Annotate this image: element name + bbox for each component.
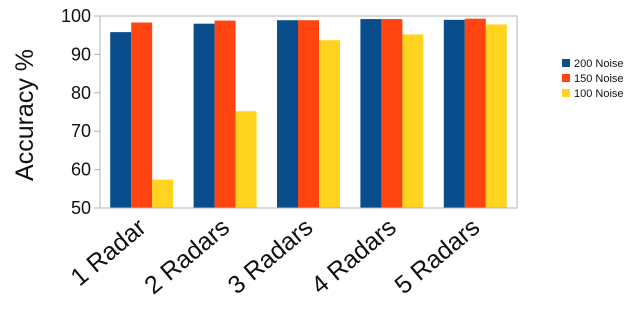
bar-200-noise-5 [443, 19, 465, 209]
y-axis-label: Accuracy % [11, 49, 39, 181]
legend-label: 100 Noise [574, 88, 624, 100]
bar-150-noise-4 [381, 19, 403, 208]
legend-swatch [562, 74, 570, 82]
legend-label: 200 Noise [574, 58, 624, 70]
legend-label: 150 Noise [574, 73, 624, 85]
bar-150-noise-1 [131, 22, 153, 208]
x-category-label: 2 Radars [139, 213, 235, 300]
y-tick-label: 60 [71, 160, 91, 180]
bar-150-noise-3 [298, 20, 319, 208]
bar-100-noise-5 [485, 24, 507, 209]
x-category-label: 3 Radars [223, 213, 319, 300]
x-category-label: 4 Radars [306, 213, 402, 300]
bar-150-noise-5 [464, 18, 486, 208]
plot-frame [99, 15, 518, 209]
bar-200-noise-1 [110, 32, 132, 209]
x-category-label: 5 Radars [389, 213, 485, 300]
y-tick-label: 90 [71, 44, 91, 64]
y-tick-label: 100 [61, 6, 91, 26]
y-tick-label: 50 [71, 198, 91, 218]
bar-100-noise-2 [235, 111, 257, 208]
x-category-label: 1 Radar [65, 213, 151, 292]
y-tick-label: 80 [71, 83, 91, 103]
bar-100-noise-1 [152, 179, 174, 208]
bar-100-noise-3 [319, 40, 340, 208]
bar-200-noise-4 [360, 19, 382, 208]
bar-200-noise-2 [193, 23, 215, 209]
bar-100-noise-4 [402, 34, 424, 208]
bar-150-noise-2 [214, 20, 236, 208]
bar-200-noise-3 [277, 20, 298, 208]
legend-swatch [562, 59, 570, 67]
y-tick-label: 70 [71, 121, 91, 141]
legend-swatch [562, 89, 570, 97]
